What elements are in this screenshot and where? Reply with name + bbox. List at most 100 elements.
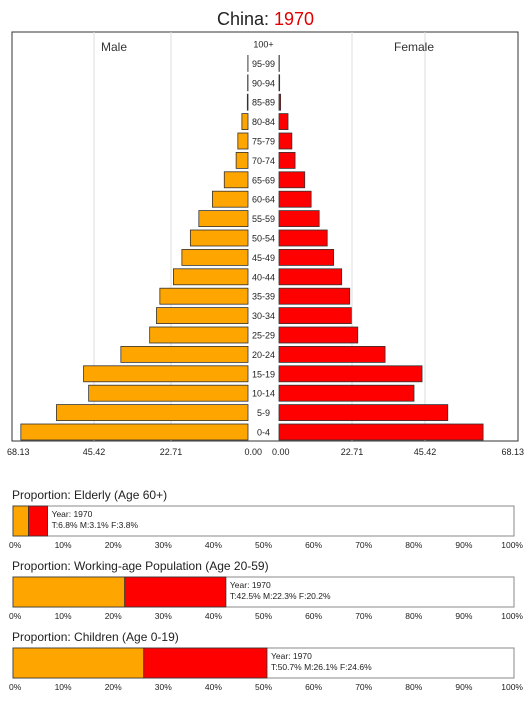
female-bar-35-39 [278, 287, 351, 305]
female-bar-55-59 [278, 210, 320, 228]
elderly-male-segment [12, 505, 29, 537]
working-age-tick-30%: 30% [155, 611, 172, 621]
age-label-100+: 100+ [253, 40, 273, 50]
elderly-bar-frame [12, 505, 515, 537]
children-tick-70%: 70% [355, 682, 372, 692]
elderly-tick-90%: 90% [455, 540, 472, 550]
age-label-65-69: 65-69 [252, 175, 275, 185]
title-separator: : [263, 9, 274, 29]
age-label-50-54: 50-54 [252, 234, 275, 244]
female-bar-40-44 [278, 268, 343, 286]
male-bar-70-74 [235, 151, 249, 169]
male-bar-45-49 [181, 248, 249, 266]
x-tick-right: 22.71 [341, 447, 364, 457]
female-bar-75-79 [278, 132, 293, 150]
female-bar-80-84 [278, 113, 289, 130]
elderly-female-segment [28, 505, 48, 537]
x-tick-right: 45.42 [414, 447, 437, 457]
male-bar-85-89 [246, 93, 249, 111]
working-age-tick-20%: 20% [105, 611, 122, 621]
male-bar-40-44 [173, 268, 249, 286]
female-bar-10-14 [278, 384, 415, 402]
male-bar-60-64 [211, 190, 249, 208]
female-bar-45-49 [278, 248, 335, 266]
male-bar-65-69 [223, 171, 249, 189]
x-tick-left: 0.00 [244, 447, 262, 457]
male-bar-30-34 [156, 307, 249, 325]
elderly-proportion-title: Proportion: Elderly (Age 60+) [12, 488, 168, 502]
children-tick-40%: 40% [205, 682, 222, 692]
male-bar-0-4 [20, 423, 249, 441]
male-bar-15-19 [83, 365, 249, 383]
male-bar-50-54 [189, 229, 249, 247]
working-age-tick-0%: 0% [9, 611, 22, 621]
male-bar-55-59 [198, 210, 249, 228]
children-male-segment [12, 647, 145, 679]
male-bar-5-9 [56, 404, 249, 422]
children-proportion-title: Proportion: Children (Age 0-19) [12, 630, 179, 644]
x-tick-left: 68.13 [7, 447, 30, 457]
working-age-tick-40%: 40% [205, 611, 222, 621]
working-age-tick-50%: 50% [255, 611, 272, 621]
legend-female: Female [394, 40, 434, 54]
age-label-85-89: 85-89 [252, 98, 275, 108]
age-label-25-29: 25-29 [252, 331, 275, 341]
female-bar-50-54 [278, 229, 328, 247]
elderly-tick-60%: 60% [305, 540, 322, 550]
children-female-segment [143, 647, 268, 679]
female-bar-20-24 [278, 345, 386, 363]
children-tick-10%: 10% [55, 682, 72, 692]
age-label-40-44: 40-44 [252, 272, 275, 282]
elderly-tick-40%: 40% [205, 540, 222, 550]
children-tick-20%: 20% [105, 682, 122, 692]
age-label-75-79: 75-79 [252, 137, 275, 147]
children-tick-60%: 60% [305, 682, 322, 692]
title-country: China [216, 9, 264, 29]
age-label-55-59: 55-59 [252, 214, 275, 224]
title-year: 1970 [274, 9, 315, 29]
male-bar-35-39 [159, 287, 249, 305]
working-age-values-label: T:42.5% M:22.3% F:20.2% [230, 591, 331, 601]
male-bar-75-79 [237, 132, 249, 150]
x-tick-right: 0.00 [272, 447, 290, 457]
male-bar-80-84 [241, 113, 249, 130]
working-age-tick-70%: 70% [355, 611, 372, 621]
children-values-label: T:50.7% M:26.1% F:24.6% [271, 662, 372, 672]
male-bar-10-14 [88, 384, 249, 402]
working-age-tick-10%: 10% [55, 611, 72, 621]
male-bar-25-29 [149, 326, 249, 344]
age-label-5-9: 5-9 [257, 408, 270, 418]
elderly-tick-100%: 100% [501, 540, 523, 550]
elderly-tick-70%: 70% [355, 540, 372, 550]
working-age-tick-90%: 90% [455, 611, 472, 621]
children-tick-80%: 80% [405, 682, 422, 692]
female-bar-65-69 [278, 171, 306, 189]
elderly-tick-0%: 0% [9, 540, 22, 550]
x-tick-left: 45.42 [83, 447, 106, 457]
male-bar-20-24 [120, 345, 249, 363]
working-age-year-label: Year: 1970 [230, 580, 271, 590]
age-label-15-19: 15-19 [252, 369, 275, 379]
age-label-90-94: 90-94 [252, 78, 275, 88]
female-bar-5-9 [278, 404, 449, 422]
age-label-45-49: 45-49 [252, 253, 275, 263]
age-label-20-24: 20-24 [252, 350, 275, 360]
age-label-70-74: 70-74 [252, 156, 275, 166]
female-bar-70-74 [278, 151, 296, 169]
age-label-10-14: 10-14 [252, 389, 275, 399]
female-bar-85-89 [278, 93, 282, 111]
age-label-35-39: 35-39 [252, 292, 275, 302]
children-tick-50%: 50% [255, 682, 272, 692]
x-tick-right: 68.13 [501, 447, 524, 457]
chart-title: China: 1970 [0, 8, 531, 30]
elderly-values-label: T:6.8% M:3.1% F:3.8% [52, 520, 139, 530]
children-tick-100%: 100% [501, 682, 523, 692]
x-tick-left: 22.71 [160, 447, 183, 457]
elderly-tick-10%: 10% [55, 540, 72, 550]
age-label-95-99: 95-99 [252, 59, 275, 69]
elderly-tick-30%: 30% [155, 540, 172, 550]
age-label-30-34: 30-34 [252, 311, 275, 321]
children-tick-0%: 0% [9, 682, 22, 692]
legend-male: Male [101, 40, 127, 54]
elderly-tick-20%: 20% [105, 540, 122, 550]
